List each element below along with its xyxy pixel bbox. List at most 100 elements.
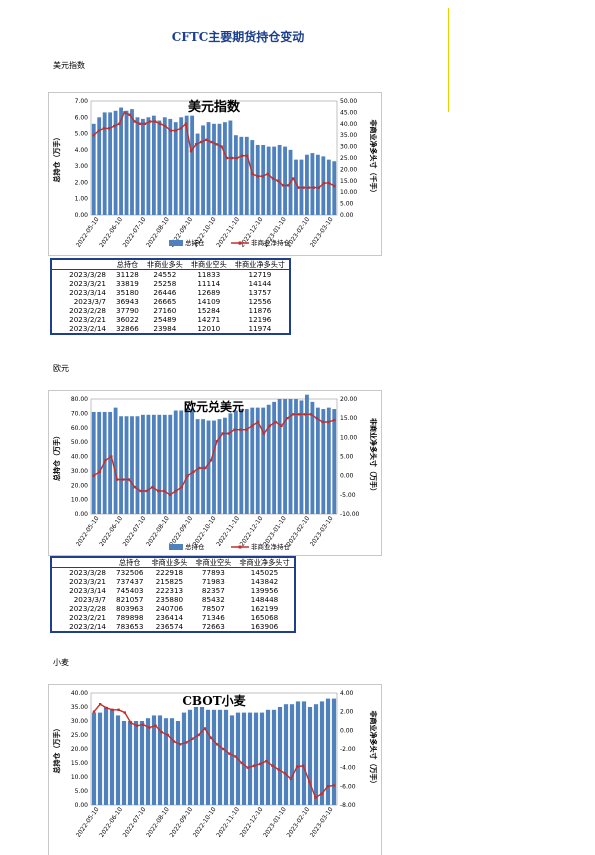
bar <box>211 709 217 805</box>
y-tick-label: 10.00 <box>71 774 88 781</box>
bar <box>288 399 293 514</box>
legend-marker <box>238 241 242 245</box>
x-tick-label: 2022-11-10 <box>215 515 241 548</box>
bar <box>319 701 325 805</box>
y-tick-label: 40.00 <box>71 454 88 461</box>
cell-value: 236574 <box>155 622 184 631</box>
bar <box>266 146 271 215</box>
x-tick-label: 2022-07-10 <box>122 806 148 839</box>
line-point <box>128 113 131 116</box>
y2-tick-label: 35.00 <box>340 132 357 139</box>
line-point <box>123 711 126 714</box>
line-point <box>162 489 166 493</box>
bar <box>108 112 113 215</box>
bar <box>157 120 162 215</box>
line-point <box>240 154 244 157</box>
header-net: 非商业净多头寸 <box>230 259 291 270</box>
line-point <box>333 184 336 188</box>
cell-value: 35180 <box>116 288 139 297</box>
line-point <box>111 708 114 711</box>
cell-value: 36022 <box>116 315 139 324</box>
y-tick-label: 50.00 <box>71 439 88 446</box>
line-point <box>295 765 299 768</box>
cell-value: 15284 <box>197 306 221 315</box>
bar <box>102 112 107 215</box>
line-point <box>209 459 213 462</box>
header-short: 非商业空头 <box>191 557 236 568</box>
line-point <box>138 122 141 125</box>
bar <box>190 409 195 514</box>
cell-value: 163906 <box>250 622 279 631</box>
cell-value: 32866 <box>116 324 139 333</box>
cell-value: 12689 <box>197 288 221 297</box>
bar <box>199 707 205 805</box>
line-point <box>142 723 145 726</box>
bar <box>173 122 178 215</box>
line-point <box>178 743 182 746</box>
y-tick-label: 0.00 <box>75 212 89 219</box>
bar <box>321 409 326 514</box>
bar <box>121 721 127 805</box>
cell-value: 24552 <box>153 270 177 279</box>
line-point <box>189 149 193 153</box>
line-point <box>160 731 163 734</box>
wheat-chart-svg: 0.00 5.00 10.00 15.00 20.00 25.00 30.00 35.00 40… <box>52 690 378 839</box>
line-point <box>283 772 286 775</box>
y2-tick-label: 20.00 <box>340 166 357 173</box>
cell-value: 11833 <box>197 270 221 279</box>
line-point <box>154 724 157 727</box>
section-label-eur: 欧元 <box>53 364 69 373</box>
bar <box>206 122 211 215</box>
line-point <box>271 764 274 767</box>
cell-value: 27160 <box>153 306 177 315</box>
line-point <box>314 796 317 799</box>
bar <box>162 117 167 215</box>
bar <box>228 120 233 215</box>
bar <box>325 698 331 805</box>
y2-tick-label: 10.00 <box>340 434 357 441</box>
bar <box>266 404 271 514</box>
y2-tick-label: 0.00 <box>340 212 354 219</box>
bar <box>206 420 211 514</box>
x-tick-label: 2022-10-10 <box>192 806 218 839</box>
cell-value: 737437 <box>116 577 144 586</box>
table-row: 2023/2/28 803963 240706 78507 162199 <box>51 604 295 613</box>
bar <box>223 417 227 514</box>
bar <box>241 712 247 805</box>
y2-tick-label: -8.00 <box>340 802 356 809</box>
line-point <box>209 736 213 739</box>
bar <box>133 721 139 805</box>
bar <box>146 414 151 514</box>
x-tick-label: 2022-07-10 <box>122 515 148 548</box>
line-point <box>174 129 177 132</box>
y2-tick-label: 20.00 <box>340 396 357 403</box>
bar <box>97 411 102 514</box>
bar <box>277 399 282 514</box>
bar <box>141 414 145 514</box>
x-tick-label: 2022-07-10 <box>122 216 148 249</box>
bar <box>326 159 331 215</box>
cell-value: 36943 <box>116 297 139 306</box>
y-tick-label: 0.00 <box>75 802 89 809</box>
header-net: 非商业净多头寸 <box>235 557 295 568</box>
bar <box>289 704 295 805</box>
bar <box>321 156 326 215</box>
bar <box>250 140 255 215</box>
bar <box>113 407 118 514</box>
bar <box>326 407 331 514</box>
y-tick-label: 20.00 <box>71 482 88 489</box>
bar <box>301 701 307 805</box>
line-point <box>246 766 250 769</box>
line-point <box>274 420 277 424</box>
bar <box>255 407 260 514</box>
bar <box>233 135 238 215</box>
line-point <box>289 777 293 781</box>
x-tick-label: 2023-03-10 <box>309 806 335 839</box>
x-tick-label: 2022-05-10 <box>75 216 101 249</box>
y2-tick-label: -10.00 <box>340 511 360 518</box>
line-point <box>271 177 275 180</box>
table-header-row: 总持仓 非商业多头 非商业空头 非商业净多头寸 <box>51 259 291 270</box>
cell-value: 148448 <box>250 595 279 604</box>
legend-label: 非商业净持仓 <box>251 238 291 247</box>
cell-date: 2023/3/14 <box>69 288 106 297</box>
